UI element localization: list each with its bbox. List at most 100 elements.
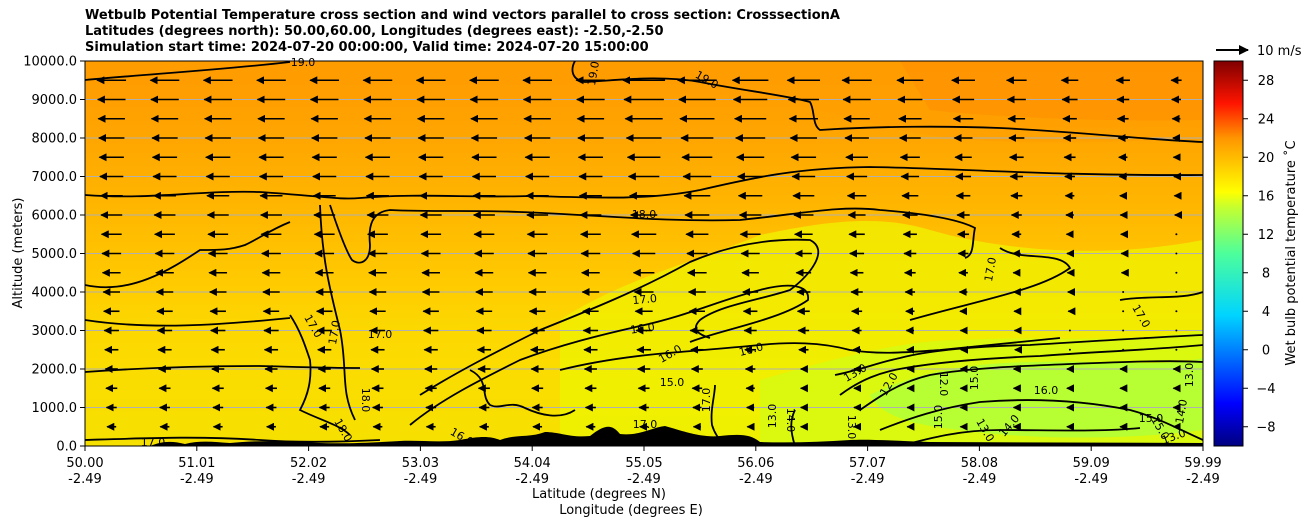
y-axis-label: Altitude (meters) xyxy=(11,198,26,309)
x-tick-label-lon: -2.49 xyxy=(963,472,997,487)
contour-line xyxy=(834,334,1203,376)
wind-vector xyxy=(1175,348,1178,351)
colorbar-tick-label: 0 xyxy=(1262,343,1270,358)
x-tick-label-lat: 59.99 xyxy=(1184,456,1221,471)
wind-key-label: 10 m/s xyxy=(1257,44,1302,59)
colorbar-tick-label: 28 xyxy=(1258,74,1275,89)
colorbar-tick-label: 8 xyxy=(1262,266,1270,281)
y-tick-label: 4000.0 xyxy=(32,286,78,301)
colorbar-label: Wet bulb potential temperature ˚C xyxy=(1283,140,1299,365)
contour-line xyxy=(790,409,796,446)
contour-label: 12.0 xyxy=(937,372,950,397)
wind-vector xyxy=(1175,329,1178,332)
x-tick-label-lon: -2.49 xyxy=(515,472,549,487)
wind-vector xyxy=(1122,310,1125,313)
contour-label: 19.0 xyxy=(585,60,602,86)
contour-line xyxy=(319,204,356,421)
y-tick-label: 0.0 xyxy=(56,440,77,455)
x-tick-label-lon: -2.49 xyxy=(404,472,438,487)
wind-vector xyxy=(1175,291,1178,293)
contour-line xyxy=(85,365,361,373)
y-tick-label: 2000.0 xyxy=(32,363,78,378)
contour-label: 16.0 xyxy=(1034,384,1059,397)
contour-line xyxy=(85,317,291,327)
terrain-silhouette xyxy=(85,426,1203,446)
contour-label: 17.0 xyxy=(982,256,999,282)
colorbar-tick-label: −4 xyxy=(1256,382,1275,397)
contour-label: 19.0 xyxy=(291,56,316,69)
contour-label: 16.0 xyxy=(629,320,655,336)
wind-vectors xyxy=(96,76,1182,431)
wind-vector xyxy=(1122,291,1125,293)
contour-label: 17.0 xyxy=(700,388,713,413)
y-tick-label: 7000.0 xyxy=(32,170,78,185)
wind-vector xyxy=(1175,310,1178,313)
x-tick-label-lat: 50.00 xyxy=(66,456,103,471)
wind-vector xyxy=(1122,329,1125,332)
contour-label: 14.0 xyxy=(1173,398,1190,424)
x-tick-label-lon: -2.49 xyxy=(739,472,773,487)
x-tick-label-lon: -2.49 xyxy=(851,472,885,487)
x-tick-label-lon: -2.49 xyxy=(68,472,102,487)
contour-label: 15.0 xyxy=(1139,412,1164,425)
contour-label: 18.0 xyxy=(359,388,372,413)
y-tick-label: 5000.0 xyxy=(32,247,78,262)
x-tick-label-lat: 51.01 xyxy=(178,456,215,471)
contour-label: 13.0 xyxy=(766,404,779,429)
contour-line xyxy=(899,427,1141,446)
x-axis: 50.00-2.4951.01-2.4952.02-2.4953.03-2.49… xyxy=(66,446,1222,487)
wind-vector xyxy=(1175,271,1178,274)
wind-vector xyxy=(1175,233,1178,236)
x-tick-label-lat: 58.08 xyxy=(961,456,998,471)
contour-line xyxy=(329,204,977,264)
x-tick-label-lat: 52.02 xyxy=(290,456,327,471)
contour-label: 18.0 xyxy=(632,208,657,221)
colorbar-tick-label: 4 xyxy=(1262,305,1270,320)
title-line-3: Simulation start time: 2024-07-20 00:00:… xyxy=(85,40,649,55)
x-axis-label: Latitude (degrees N) xyxy=(532,487,666,502)
title-line-1: Wetbulb Potential Temperature cross sect… xyxy=(85,8,840,23)
colorbar-tick-label: 16 xyxy=(1258,189,1275,204)
x-tick-label-lat: 57.07 xyxy=(849,456,886,471)
contour-label: 15.0 xyxy=(660,376,685,389)
y-tick-label: 9000.0 xyxy=(32,93,78,108)
x-tick-label-lat: 54.04 xyxy=(514,456,551,471)
wind-vector xyxy=(1175,252,1178,255)
x-tick-label-lon: -2.49 xyxy=(180,472,214,487)
contour-line xyxy=(85,436,381,443)
contour-label: 14.0 xyxy=(784,408,797,433)
x-tick-label-lat: 56.06 xyxy=(737,456,774,471)
y-axis: 0.0 1000.0 2000.0 3000.0 4000.0 5000.0 6000.0 7… xyxy=(23,55,85,455)
colorbar-tick-label: 24 xyxy=(1258,112,1275,127)
y-tick-label: 1000.0 xyxy=(32,401,78,416)
contour-label: 17.0 xyxy=(368,328,393,341)
colorbar-tick-label: 12 xyxy=(1258,228,1275,243)
x-axis-label-2: Longitude (degrees E) xyxy=(559,503,703,518)
contour-label: 17.0 xyxy=(632,292,658,307)
colorbar-ticks: −8 −4 0 4 8 12 16 20 24 28 xyxy=(1243,74,1276,435)
wind-vector xyxy=(1068,329,1071,332)
x-tick-label-lat: 53.03 xyxy=(402,456,439,471)
wind-vector xyxy=(1122,348,1125,351)
chart-title: Wetbulb Potential Temperature cross sect… xyxy=(85,8,840,56)
contour-label: 16.0 xyxy=(738,340,765,359)
y-tick-label: 6000.0 xyxy=(32,209,78,224)
x-tick-label-lat: 55.05 xyxy=(625,456,662,471)
title-line-2: Latitudes (degrees north): 50.00,60.00, … xyxy=(85,24,664,39)
contour-label: 13.0 xyxy=(1183,363,1196,388)
contour-line xyxy=(85,61,291,81)
x-tick-label-lon: -2.49 xyxy=(292,472,326,487)
contour-label: 17.0 xyxy=(141,436,166,449)
contour-label: 17.0 xyxy=(326,319,343,345)
colorbar-tick-label: −8 xyxy=(1256,420,1275,435)
x-tick-label-lon: -2.49 xyxy=(1186,472,1220,487)
contour-label: 15.0 xyxy=(932,405,945,430)
contour-label: 15.0 xyxy=(968,366,981,391)
contour-line xyxy=(909,247,1072,321)
contour-line xyxy=(1119,291,1203,301)
x-tick-label-lat: 59.09 xyxy=(1073,456,1110,471)
contour-label: 17.0 xyxy=(633,418,658,431)
contour-line xyxy=(839,344,1203,396)
contour-line xyxy=(879,399,1203,441)
